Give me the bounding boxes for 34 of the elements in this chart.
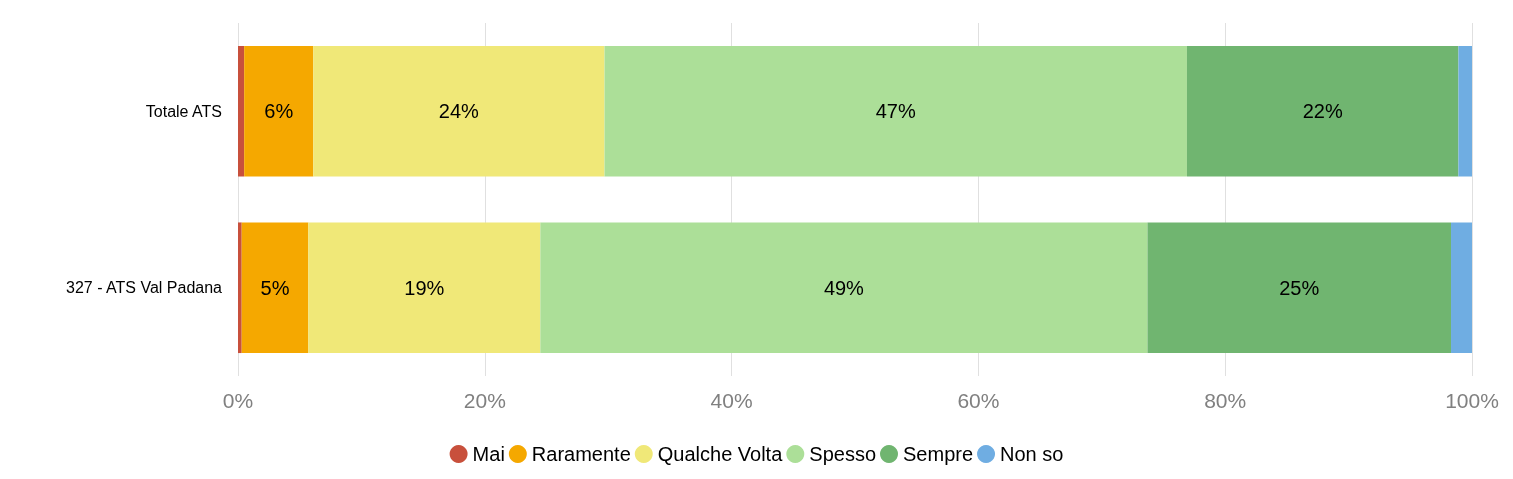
legend-label: Raramente	[531, 443, 631, 465]
data-label: 5%	[260, 276, 290, 299]
legend-label: Spesso	[809, 443, 877, 465]
y-tick-label: 327 - ATS Val Padana	[66, 279, 223, 297]
x-tick-label: 0%	[222, 389, 254, 412]
bar	[1458, 45, 1472, 177]
bar	[238, 45, 245, 177]
legend-label: Sempre	[903, 443, 974, 465]
bar	[244, 45, 314, 177]
data-label: 47%	[875, 100, 916, 123]
legend-label: Mai	[472, 443, 505, 465]
legend-label: Non so	[1000, 443, 1064, 465]
bar	[313, 45, 605, 177]
data-label: 19%	[404, 276, 445, 299]
bar	[308, 222, 541, 354]
bar	[1451, 222, 1472, 354]
x-tick-label: 80%	[1204, 389, 1247, 412]
x-tick-label: 100%	[1445, 389, 1499, 412]
data-label: 22%	[1302, 100, 1343, 123]
bar	[540, 222, 1148, 354]
x-tick-label: 40%	[710, 389, 753, 412]
x-tick-label: 60%	[957, 389, 1000, 412]
bar	[1147, 222, 1452, 354]
data-label: 49%	[823, 276, 865, 299]
bar	[238, 222, 242, 354]
x-tick-label: 20%	[463, 389, 506, 412]
data-label: 24%	[438, 100, 480, 123]
bar	[241, 222, 309, 354]
data-label: 6%	[264, 100, 294, 123]
y-tick-label: Totale ATS	[145, 102, 222, 120]
bar	[604, 45, 1187, 177]
bar	[1186, 45, 1459, 177]
legend-label: Qualche Volta	[657, 443, 784, 465]
data-label: 25%	[1279, 276, 1320, 299]
